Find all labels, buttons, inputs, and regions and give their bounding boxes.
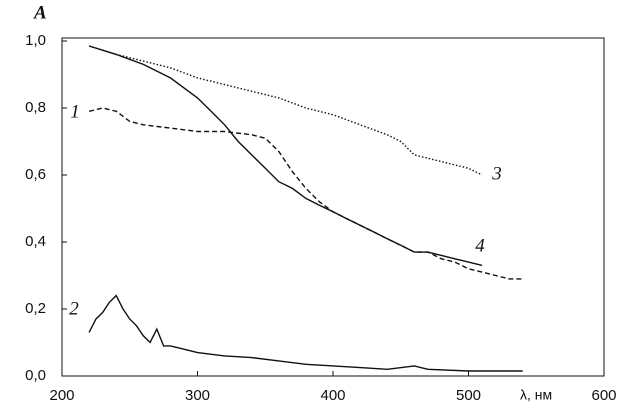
- y-tick-label: 0,4: [25, 233, 46, 250]
- y-tick-label: 0,6: [25, 166, 46, 183]
- y-tick-label: 0,8: [25, 99, 46, 116]
- series-line: [88, 294, 523, 372]
- x-tick-label: 600: [591, 387, 616, 404]
- y-tick-label: 0,0: [25, 367, 46, 384]
- series-line: [88, 107, 523, 280]
- x-axis-label: λ, нм: [520, 387, 552, 403]
- x-tick-label: 500: [456, 387, 481, 404]
- x-tick-label: 200: [49, 387, 74, 404]
- y-axis-label: A: [33, 2, 47, 23]
- y-tick-label: 0,2: [25, 300, 46, 317]
- series-line: [88, 45, 483, 267]
- y-tick-label: 1,0: [25, 32, 46, 49]
- x-tick-label: 400: [320, 387, 345, 404]
- series-label: 3: [491, 163, 502, 184]
- series-line: [88, 45, 483, 176]
- x-tick-label: 300: [185, 387, 210, 404]
- series-label: 4: [475, 235, 485, 256]
- series-label: 2: [69, 298, 79, 319]
- plot-frame: [61, 37, 605, 377]
- series-label: 1: [70, 101, 80, 122]
